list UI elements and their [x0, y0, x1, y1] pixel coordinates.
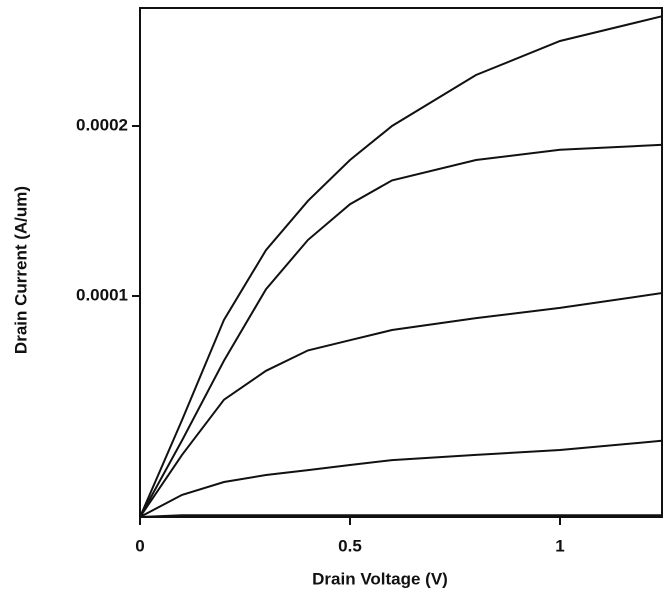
curve	[139, 143, 663, 518]
x-tick-label: 1	[555, 536, 564, 555]
plot-frame	[139, 7, 663, 518]
curve	[139, 514, 663, 518]
y-tick-label: 0.0001	[76, 285, 128, 304]
y-axis-label: Drain Current (A/um)	[11, 186, 30, 354]
curve	[139, 14, 663, 518]
x-axis-label: Drain Voltage (V)	[312, 569, 448, 588]
y-tick-label: 0.0002	[76, 115, 128, 134]
curve	[139, 291, 663, 518]
x-tick-label: 0.5	[338, 536, 362, 555]
x-tick-label: 0	[135, 536, 144, 555]
curve	[139, 439, 663, 518]
